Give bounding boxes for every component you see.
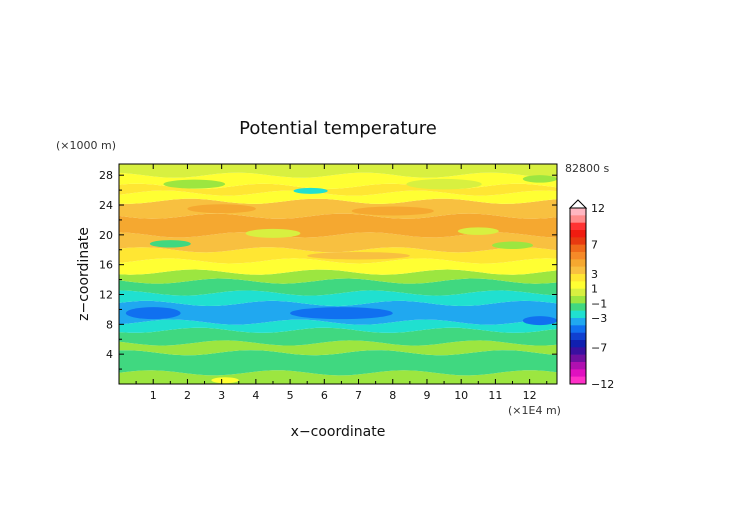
colorbar-tick-label: 1 <box>591 283 598 296</box>
x-tick-label: 5 <box>287 389 294 402</box>
x-tick-label: 4 <box>252 389 259 402</box>
colorbar-top-arrow <box>568 199 588 209</box>
colorbar-swatch <box>570 347 586 355</box>
field-band <box>119 290 557 307</box>
field-band <box>119 258 557 275</box>
field-blob <box>211 377 239 384</box>
x-axis-label: x−coordinate <box>291 424 386 440</box>
chart-title: Potential temperature <box>239 118 437 139</box>
y-tick-label: 16 <box>99 259 113 272</box>
colorbar-swatch <box>570 332 586 341</box>
colorbar-swatch <box>570 318 586 326</box>
x-tick-label: 12 <box>523 389 537 402</box>
colorbar-tick-label: 12 <box>591 202 605 215</box>
colorbar-swatch <box>570 266 586 275</box>
field-blob <box>307 252 410 260</box>
field-band <box>119 278 557 296</box>
field-band <box>119 164 557 178</box>
colorbar-swatch <box>570 303 586 311</box>
field-band <box>119 232 557 253</box>
colorbar-swatch <box>570 296 586 304</box>
plot-frame <box>118 163 558 385</box>
colorbar-swatch <box>570 215 586 223</box>
colorbar-swatch <box>570 208 586 216</box>
colorbar-tick-label: −12 <box>591 378 614 391</box>
y-unit-label: (×1000 m) <box>56 139 116 152</box>
x-tick-label: 11 <box>488 389 502 402</box>
field-band <box>119 350 557 376</box>
y-tick-label: 12 <box>99 289 113 302</box>
colorbar-swatch <box>570 325 586 333</box>
x-tick-label: 9 <box>423 389 430 402</box>
colorbar-tick-label: −3 <box>591 312 607 325</box>
x-tick-label: 8 <box>389 389 396 402</box>
colorbar-swatch <box>570 340 586 348</box>
plot-area <box>119 164 557 384</box>
field-blob <box>245 228 301 238</box>
y-tick-label: 4 <box>106 348 113 361</box>
field-blob <box>491 241 534 250</box>
field-band <box>119 183 557 196</box>
colorbar-tick-label: 3 <box>591 268 598 281</box>
x-tick-label: 2 <box>184 389 191 402</box>
field-blob <box>163 179 226 189</box>
field-band <box>119 198 557 219</box>
field-blob <box>149 240 191 248</box>
field-band <box>119 319 557 333</box>
field-blob <box>290 307 393 320</box>
x-tick-label: 7 <box>355 389 362 402</box>
colorbar-swatch <box>570 274 586 282</box>
field-band <box>119 190 557 204</box>
field-band <box>119 327 557 346</box>
field-blob <box>351 206 434 216</box>
y-tick-label: 8 <box>106 318 113 331</box>
x-tick-label: 1 <box>150 389 157 402</box>
colorbar-swatch <box>570 281 586 289</box>
colorbar-frame <box>569 207 587 385</box>
field-blob <box>293 187 328 194</box>
x-axis: 1 2 3 4 5 6 7 8 9 10 11 12 <box>135 164 548 402</box>
field-blob <box>522 316 557 326</box>
colorbar-swatch <box>570 362 586 370</box>
colorbar-swatch <box>570 376 586 385</box>
field-band <box>119 340 557 356</box>
colorbar-swatch <box>570 288 586 297</box>
y-axis: 4 8 12 16 20 24 28 <box>99 169 557 370</box>
y-tick-label: 20 <box>99 229 113 242</box>
colorbar-swatch <box>570 252 586 260</box>
y-tick-label: 28 <box>99 169 113 182</box>
x-tick-label: 10 <box>454 389 468 402</box>
y-axis-label: z−coordinate <box>76 227 92 321</box>
colorbar-swatch <box>570 237 586 245</box>
x-tick-label: 6 <box>321 389 328 402</box>
field-blob <box>406 178 482 190</box>
field-blob <box>125 307 181 320</box>
colorbar-tick-label: −7 <box>591 341 607 354</box>
colorbar: 12 7 3 1−1 −3 −7 −12 <box>568 199 614 391</box>
field-blob <box>187 204 256 214</box>
colorbar-swatch <box>570 310 586 319</box>
colorbar-swatch <box>570 354 586 363</box>
y-tick-label: 24 <box>99 199 113 212</box>
field-blob <box>522 175 557 183</box>
x-unit-label: (×1E4 m) <box>508 404 561 417</box>
colorbar-swatch <box>570 259 586 267</box>
time-label: 82800 s <box>565 162 609 175</box>
colorbar-tick-label: −1 <box>591 297 607 310</box>
field-band <box>119 213 557 238</box>
field-band <box>119 269 557 284</box>
field-blob <box>457 227 499 235</box>
colorbar-tick-label: 7 <box>591 239 598 252</box>
colorbar-swatch <box>570 222 586 231</box>
colorbar-swatch <box>570 244 586 253</box>
colorbar-swatch <box>570 230 586 238</box>
colorbar-swatch <box>570 369 586 377</box>
x-tick-label: 3 <box>218 389 225 402</box>
